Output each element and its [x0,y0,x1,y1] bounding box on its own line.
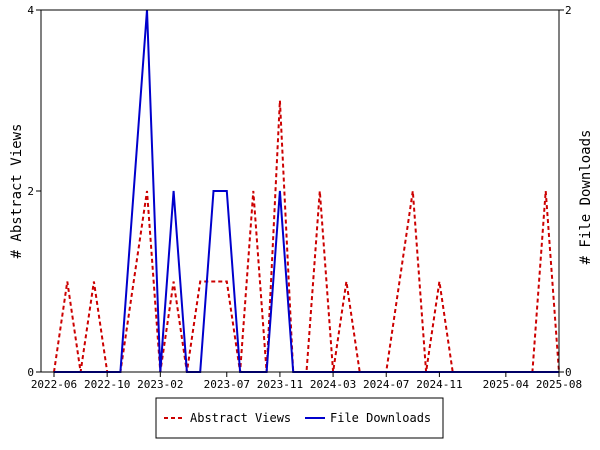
x-tick-label: 2024-07 [363,378,409,391]
legend-box [155,397,444,439]
x-tick-label: 2025-04 [483,378,530,391]
x-tick-label: 2024-03 [310,378,356,391]
y-left-tick-label: 4 [27,4,34,17]
x-tick-label: 2023-11 [257,378,303,391]
axis-layer: 0 2 4 0 2 2022-06 2022-10 2023-02 2023-07 2023-11… [27,4,582,391]
x-tick-label: 2024-11 [416,378,462,391]
y-axis-right-title: # File Downloads [578,130,594,265]
x-tick-label: 2023-07 [204,378,250,391]
x-tick-label: 2022-06 [31,378,77,391]
y-right-tick-label: 0 [565,366,572,379]
legend: Abstract Views File Downloads [155,397,444,439]
x-tick-label: 2023-02 [137,378,183,391]
legend-label-file-downloads: File Downloads [330,411,431,425]
y-axis-left-title: # Abstract Views [9,124,25,259]
y-right-tick-label: 2 [565,4,572,17]
x-tick-label: 2025-08 [536,378,582,391]
y-left-tick-label: 0 [27,366,34,379]
y-left-tick-label: 2 [27,185,34,198]
legend-label-abstract-views: Abstract Views [190,411,291,425]
x-tick-label: 2022-10 [84,378,130,391]
